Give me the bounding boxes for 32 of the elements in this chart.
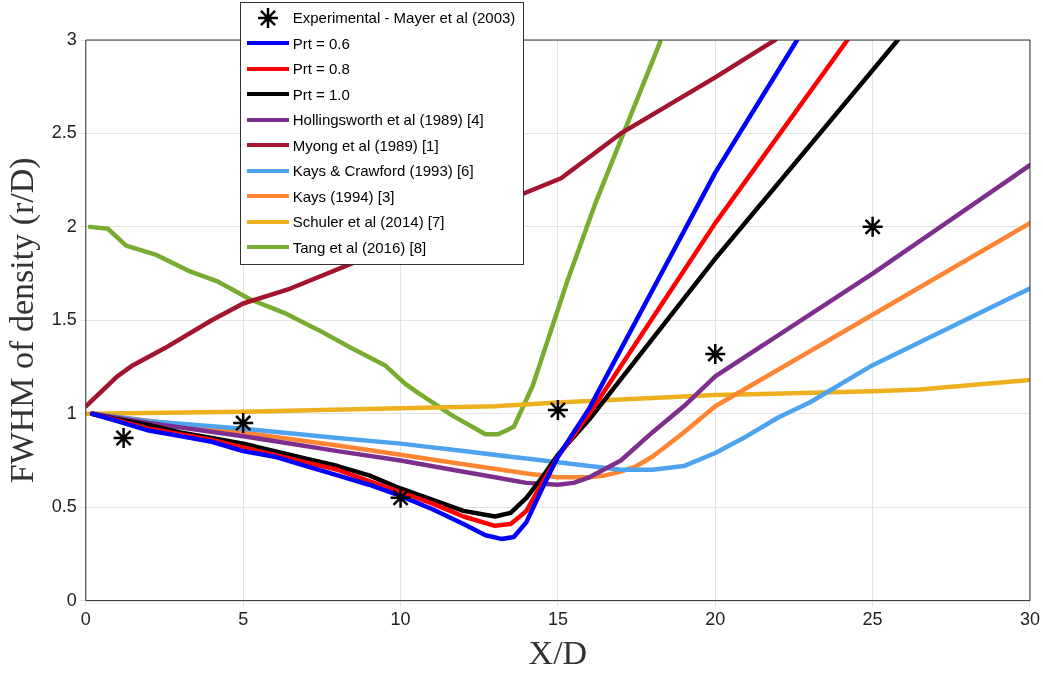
legend-label: Prt = 0.8 (292, 60, 350, 78)
x-tick-label: 30 (1019, 609, 1040, 630)
y-tick-label: 2 (66, 215, 77, 236)
legend-label: Experimental - Mayer et al (2003) (292, 9, 516, 27)
point (389, 486, 412, 510)
x-tick-label: 5 (238, 609, 249, 630)
point (861, 215, 884, 239)
y-tick-label: 0.5 (51, 496, 77, 517)
legend-label: Prt = 0.6 (292, 34, 350, 52)
point (546, 398, 570, 422)
x-axis-title: X/D (528, 633, 588, 671)
y-axis-title: FWHM of density (r/D) (3, 157, 42, 484)
x-tick-label: 20 (705, 609, 726, 630)
y-tick-label: 2.5 (51, 122, 77, 143)
y-tick-label: 0 (66, 589, 77, 610)
x-tick-label: 15 (547, 609, 568, 630)
y-tick-label: 3 (66, 28, 77, 49)
legend-label: Tang et al (2016) [8] (292, 238, 427, 256)
point (231, 411, 255, 435)
legend-label: Myong et al (1989) [1] (292, 136, 439, 154)
y-tick-label: 1.5 (51, 309, 77, 330)
x-tick-label: 25 (862, 609, 883, 630)
x-tick-label: 10 (390, 609, 411, 630)
point (112, 426, 135, 450)
legend-label: Prt = 1.0 (292, 85, 350, 103)
point (704, 342, 727, 366)
legend-label: Hollingsworth et al (1989) [4] (292, 111, 484, 129)
y-tick-label: 1 (66, 402, 77, 423)
legend-label: Schuler et al (2014) [7] (292, 213, 445, 231)
x-tick-label: 0 (80, 609, 91, 630)
legend-label: Kays & Crawford (1993) [6] (292, 162, 474, 180)
legend-label: Kays (1994) [3] (292, 187, 395, 205)
